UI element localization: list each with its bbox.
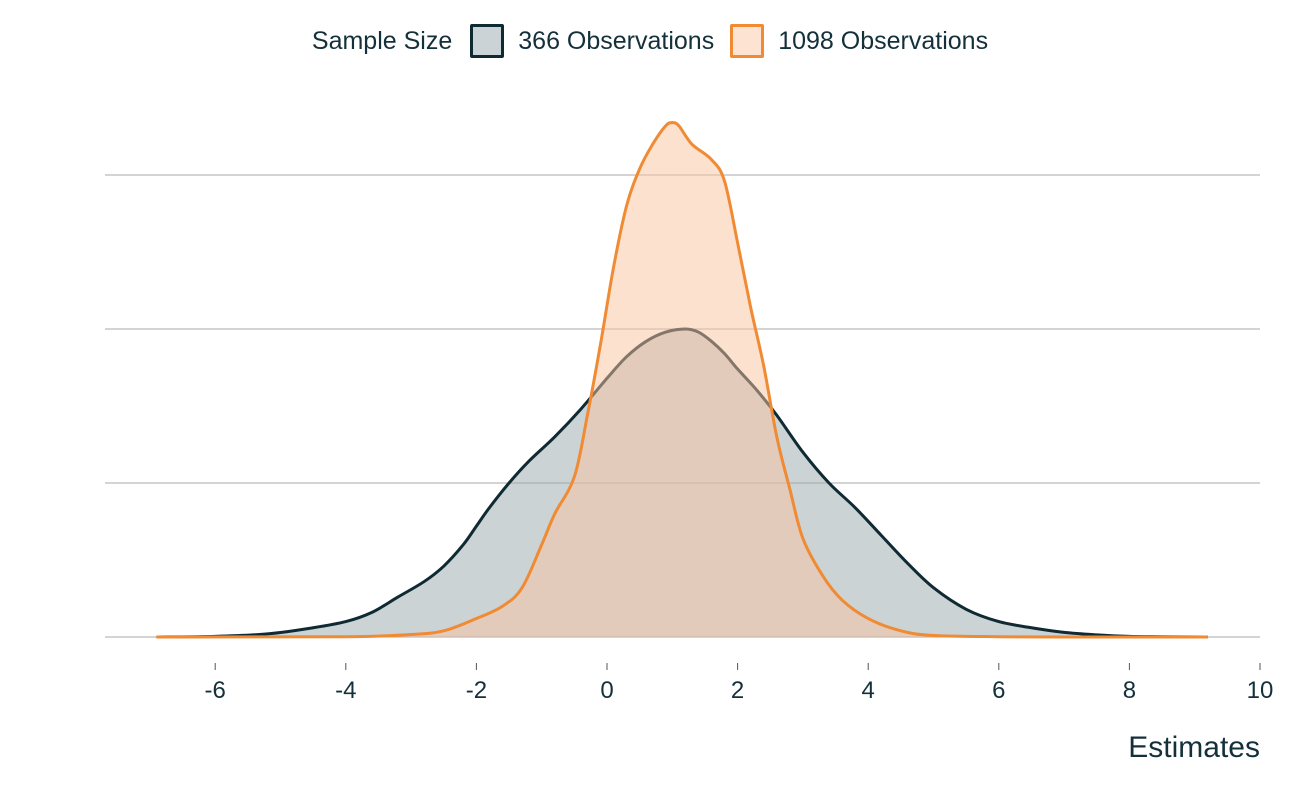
legend: Sample Size 366 Observations 1098 Observ… bbox=[0, 24, 1300, 58]
x-axis-title: Estimates bbox=[1128, 731, 1260, 764]
x-tick-label: -6 bbox=[205, 677, 226, 704]
x-tick-label: 8 bbox=[1123, 677, 1136, 704]
density-areas bbox=[156, 121, 1208, 639]
x-tick-label: -4 bbox=[335, 677, 356, 704]
x-tick-label: 10 bbox=[1247, 677, 1274, 704]
x-tick-label: 0 bbox=[600, 677, 613, 704]
legend-swatch-366 bbox=[470, 24, 505, 58]
x-tick-label: 2 bbox=[731, 677, 744, 704]
density-area-1098 bbox=[156, 122, 1208, 637]
legend-swatch-1098 bbox=[730, 24, 765, 58]
density-line-1098 bbox=[156, 121, 1208, 639]
legend-title: Sample Size bbox=[311, 26, 453, 55]
legend-item-1098: 1098 Observations bbox=[730, 24, 988, 58]
legend-label-1098: 1098 Observations bbox=[778, 26, 989, 55]
x-tick-label: -2 bbox=[466, 677, 487, 704]
x-tick-label: 6 bbox=[992, 677, 1005, 704]
x-tick-label: 4 bbox=[862, 677, 875, 704]
legend-label-366: 366 Observations bbox=[518, 26, 715, 55]
legend-item-366: 366 Observations bbox=[470, 24, 714, 58]
x-axis-ticks: -6 -4 -2 0 2 4 6 8 10 bbox=[205, 663, 1274, 704]
